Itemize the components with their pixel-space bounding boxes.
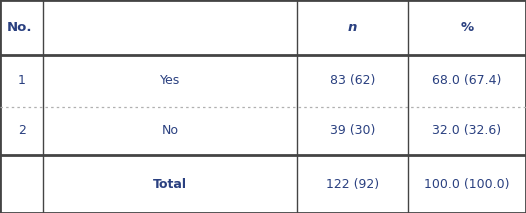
Text: 68.0 (67.4): 68.0 (67.4) (432, 74, 501, 88)
Text: 1: 1 (18, 74, 25, 88)
Text: No: No (161, 124, 179, 138)
Text: 2: 2 (18, 124, 25, 138)
Text: 39 (30): 39 (30) (330, 124, 375, 138)
Text: 122 (92): 122 (92) (326, 178, 379, 191)
Text: No.: No. (6, 21, 32, 34)
Text: %: % (460, 21, 473, 34)
Text: 100.0 (100.0): 100.0 (100.0) (424, 178, 510, 191)
Text: 83 (62): 83 (62) (330, 74, 375, 88)
Text: 32.0 (32.6): 32.0 (32.6) (432, 124, 501, 138)
Text: Yes: Yes (160, 74, 180, 88)
Text: Total: Total (153, 178, 187, 191)
Text: n: n (348, 21, 357, 34)
